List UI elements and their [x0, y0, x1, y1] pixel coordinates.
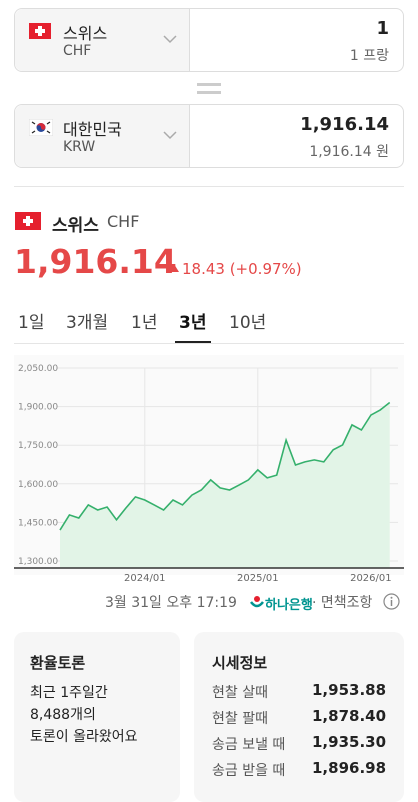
x-tick-label: 2024/01 [124, 573, 166, 584]
amount: 1 [376, 18, 389, 39]
time: 3월 31일 오후 17:19 [105, 595, 237, 611]
code: CHF [63, 43, 92, 59]
code: KRW [63, 139, 96, 155]
tab[interactable]: 1년 [131, 313, 158, 333]
swiss-flag [15, 212, 41, 230]
x-tick-label: 2026/01 [350, 573, 392, 584]
card-title: 시세정보 [212, 654, 268, 672]
y-tick-label: 1,750.00 [18, 441, 58, 451]
y-tick-label: 1,900.00 [18, 403, 58, 413]
separator [14, 186, 404, 187]
chevron [163, 131, 177, 140]
tab[interactable]: 1일 [18, 313, 45, 333]
to-select[interactable]: 대한민국 KRW [15, 105, 190, 167]
info-icon[interactable] [383, 593, 400, 610]
y-tick-label: 2,050.00 [18, 364, 58, 374]
amount-label: 1,916.14 원 [309, 144, 389, 160]
equals-icon [197, 83, 221, 94]
quote-label: 현찰 팔때 [212, 711, 268, 727]
chevron [163, 35, 177, 44]
chart: 1,300.00 1,450.00 1,600.00 1,750.00 1,900.00… [14, 355, 404, 584]
amount-label: 1 프랑 [349, 48, 389, 64]
quote-label: 송금 받을 때 [212, 763, 286, 779]
y-tick-label: 1,450.00 [18, 518, 58, 528]
area [60, 402, 390, 568]
quote-label: 현찰 살때 [212, 685, 268, 701]
tab[interactable]: 3개월 [66, 313, 109, 333]
disclaimer[interactable]: · 면책조항 [312, 595, 373, 611]
quote-value: 1,878.40 [312, 707, 387, 725]
discussion-line: 토론이 올라왔어요 [30, 729, 138, 745]
tab[interactable]: 10년 [229, 313, 267, 333]
tab-underline [175, 341, 211, 343]
quote-label: 송금 보낼 때 [212, 737, 286, 753]
up-arrow [169, 264, 179, 272]
card-title: 환율토론 [30, 654, 86, 672]
line [59, 401, 391, 531]
from-box[interactable]: 스위스 CHF 1 1 프랑 [14, 8, 404, 72]
price: 1,916.14 [14, 242, 177, 281]
country: 대한민국 [63, 120, 122, 139]
to-box[interactable]: 대한민국 KRW 1,916.14 1,916.14 원 [14, 104, 404, 168]
amount: 1,916.14 [300, 114, 389, 135]
swiss-flag [29, 23, 51, 39]
tab[interactable]: 3년 [179, 313, 207, 333]
bank: 하나은행 [265, 598, 313, 613]
quote-value: 1,953.88 [312, 681, 387, 699]
from-select[interactable]: 스위스 CHF [15, 9, 190, 71]
x-tick-label: 2025/01 [237, 573, 279, 584]
bank-logo [250, 596, 264, 608]
quote-card: 시세정보 현찰 살때 1,953.88 현찰 팔때 1,878.40 송금 보낼 때 1,… [194, 632, 404, 802]
quote-value: 1,896.98 [312, 759, 387, 777]
code: CHF [107, 212, 140, 231]
discussion-line: 8,488개의 [30, 707, 96, 723]
y-tick-label: 1,300.00 [18, 557, 58, 567]
change: 18.43 (+0.97%) [182, 260, 302, 278]
korea-flag [29, 119, 53, 136]
discussion-line: 최근 1주일간 [30, 685, 108, 701]
country: 스위스 [52, 216, 99, 236]
quote-value: 1,935.30 [312, 733, 387, 751]
y-tick-label: 1,600.00 [18, 480, 58, 490]
tab-line [14, 343, 404, 344]
country: 스위스 [63, 24, 108, 43]
